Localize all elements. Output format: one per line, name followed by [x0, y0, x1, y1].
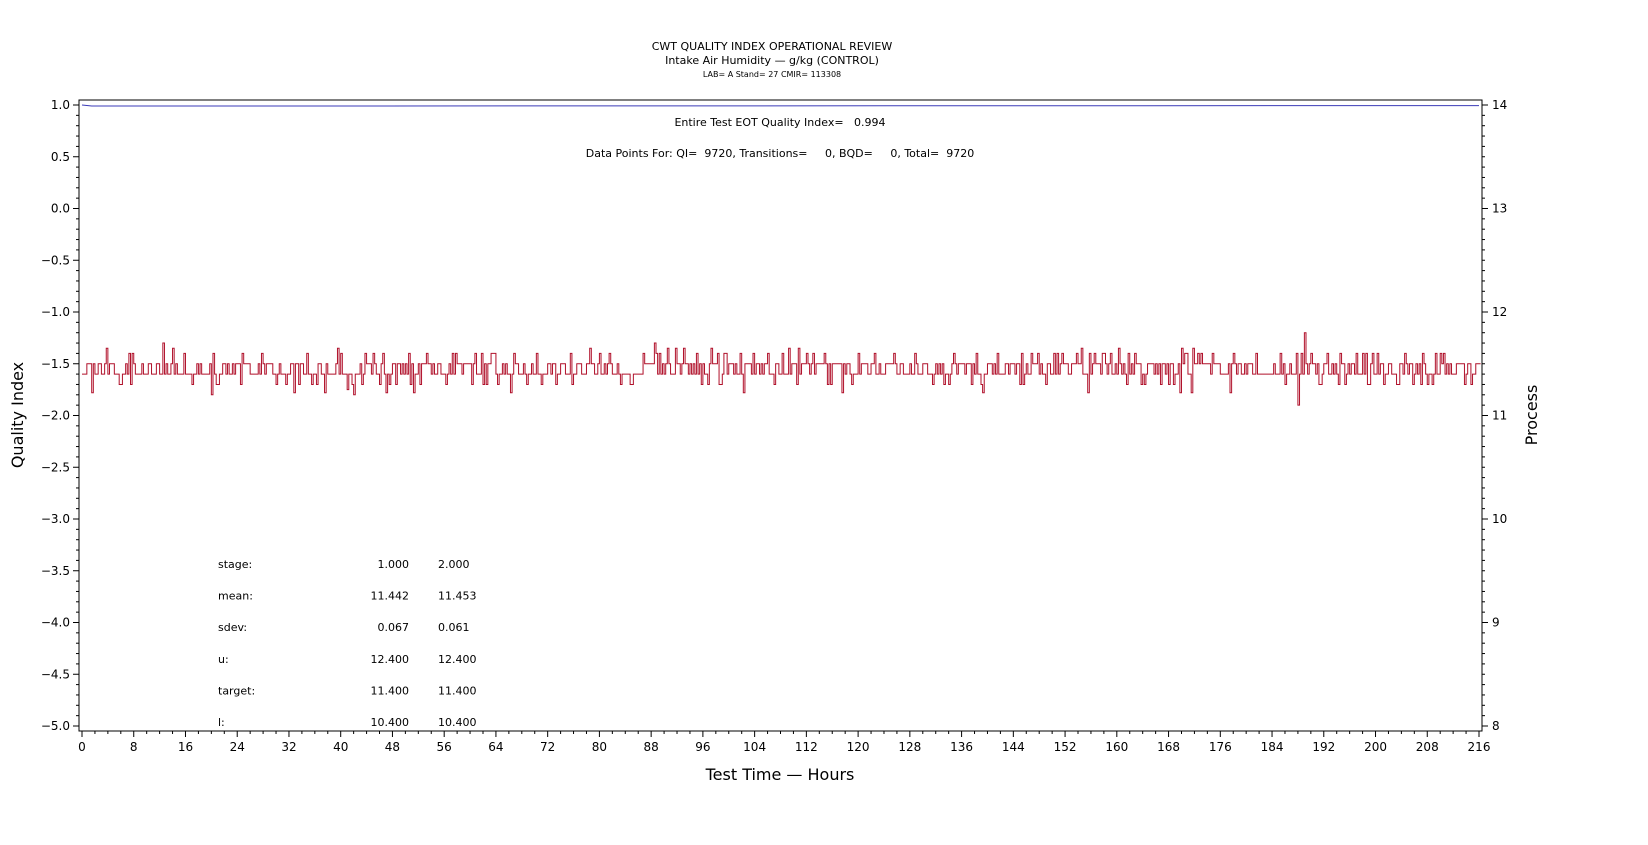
y-left-tick-label: −1.5 — [41, 357, 70, 371]
data-points-annotation: Data Points For: QI= 9720, Transitions= … — [586, 147, 974, 160]
y-right-tick-label: 13 — [1492, 202, 1507, 216]
x-tick-label: 160 — [1105, 740, 1128, 754]
y-left-tick-label: −1.0 — [41, 305, 70, 319]
y-right-tick-label: 12 — [1492, 305, 1507, 319]
y-left-tick-label: −2.0 — [41, 409, 70, 423]
x-tick-label: 40 — [333, 740, 348, 754]
x-tick-label: 80 — [592, 740, 607, 754]
process-line — [82, 332, 1481, 406]
y-left-tick-label: −5.0 — [41, 719, 70, 733]
y-right-tick-label: 8 — [1492, 719, 1500, 733]
x-tick-label: 184 — [1261, 740, 1284, 754]
x-tick-label: 192 — [1312, 740, 1335, 754]
stats-value: 11.400 — [438, 684, 477, 697]
y-right-tick-label: 10 — [1492, 512, 1507, 526]
y-left-tick-label: 0.0 — [51, 202, 70, 216]
stats-value: 11.442 — [371, 590, 410, 603]
x-tick-label: 16 — [178, 740, 193, 754]
y-left-tick-label: −3.5 — [41, 564, 70, 578]
x-tick-label: 216 — [1468, 740, 1491, 754]
x-tick-label: 0 — [78, 740, 86, 754]
quality-index-series — [81, 104, 1480, 107]
x-tick-label: 96 — [695, 740, 710, 754]
chart-subtitle: Intake Air Humidity — g/kg (CONTROL) — [665, 54, 879, 67]
stats-value: 11.453 — [438, 590, 477, 603]
x-tick-label: 56 — [437, 740, 452, 754]
quality-index-line — [81, 104, 1480, 107]
x-tick-label: 200 — [1364, 740, 1387, 754]
quality-index-annotation: Entire Test EOT Quality Index= 0.994 — [674, 116, 885, 129]
y-left-tick-label: 1.0 — [51, 98, 70, 112]
x-tick-label: 72 — [540, 740, 555, 754]
x-axis-title: Test Time — Hours — [705, 765, 855, 784]
chart-title: CWT QUALITY INDEX OPERATIONAL REVIEW — [652, 40, 893, 53]
x-tick-label: 176 — [1209, 740, 1232, 754]
stats-value: 0.067 — [378, 621, 410, 634]
x-tick-label: 120 — [847, 740, 870, 754]
stats-row-label: stage: — [218, 558, 252, 571]
y-left-tick-label: −4.5 — [41, 667, 70, 681]
x-tick-label: 144 — [1002, 740, 1025, 754]
x-tick-label: 104 — [743, 740, 766, 754]
chart-info-line: LAB= A Stand= 27 CMIR= 113308 — [703, 70, 841, 79]
x-tick-label: 8 — [130, 740, 138, 754]
stats-row-label: mean: — [218, 590, 253, 603]
x-tick-label: 64 — [488, 740, 503, 754]
y-left-tick-label: 0.5 — [51, 150, 70, 164]
stats-row-label: sdev: — [218, 621, 247, 634]
x-axis: 0 8 16 24 32 40 48 56 64 72 80 88 96 104 112 120 128 136 1… — [78, 731, 1490, 754]
x-tick-label: 32 — [281, 740, 296, 754]
y-left-tick-label: −4.0 — [41, 616, 70, 630]
y-axis-right-title: Process — [1522, 385, 1541, 446]
stats-value: 0.061 — [438, 621, 470, 634]
x-tick-label: 208 — [1416, 740, 1439, 754]
y-right-tick-label: 11 — [1492, 409, 1507, 423]
y-right-tick-label: 9 — [1492, 616, 1500, 630]
stats-row-label: target: — [218, 684, 255, 697]
y-left-tick-label: −3.0 — [41, 512, 70, 526]
x-tick-label: 152 — [1054, 740, 1077, 754]
y-axis-left: 1.0 0.5 0.0 −0.5 −1.0 −1.5 −2.0 −2.5 −3.0 −3.5 −4.… — [41, 98, 79, 733]
x-tick-label: 136 — [950, 740, 973, 754]
x-tick-label: 128 — [898, 740, 921, 754]
stats-row-label: l: — [218, 716, 225, 729]
y-axis-right: 14 13 12 11 10 9 8 — [1482, 98, 1507, 733]
y-axis-left-title: Quality Index — [8, 362, 27, 468]
stats-value: 10.400 — [438, 716, 477, 729]
x-tick-label: 112 — [795, 740, 818, 754]
stats-value: 10.400 — [371, 716, 410, 729]
stats-value: 12.400 — [371, 653, 410, 666]
stats-value: 1.000 — [378, 558, 410, 571]
stats-value: 12.400 — [438, 653, 477, 666]
x-tick-label: 24 — [230, 740, 245, 754]
x-tick-label: 168 — [1157, 740, 1180, 754]
stats-row-label: u: — [218, 653, 229, 666]
stats-value: 2.000 — [438, 558, 470, 571]
stats-value: 11.400 — [371, 684, 410, 697]
process-series — [82, 332, 1481, 406]
x-tick-label: 48 — [385, 740, 400, 754]
plot-frame — [78, 99, 1483, 732]
y-right-tick-label: 14 — [1492, 98, 1507, 112]
stats-table: stage: 1.000 2.000 mean: 11.442 11.453 sdev: 0.… — [218, 558, 477, 729]
x-tick-label: 88 — [644, 740, 659, 754]
y-left-tick-label: −2.5 — [41, 460, 70, 474]
y-left-tick-label: −0.5 — [41, 253, 70, 267]
